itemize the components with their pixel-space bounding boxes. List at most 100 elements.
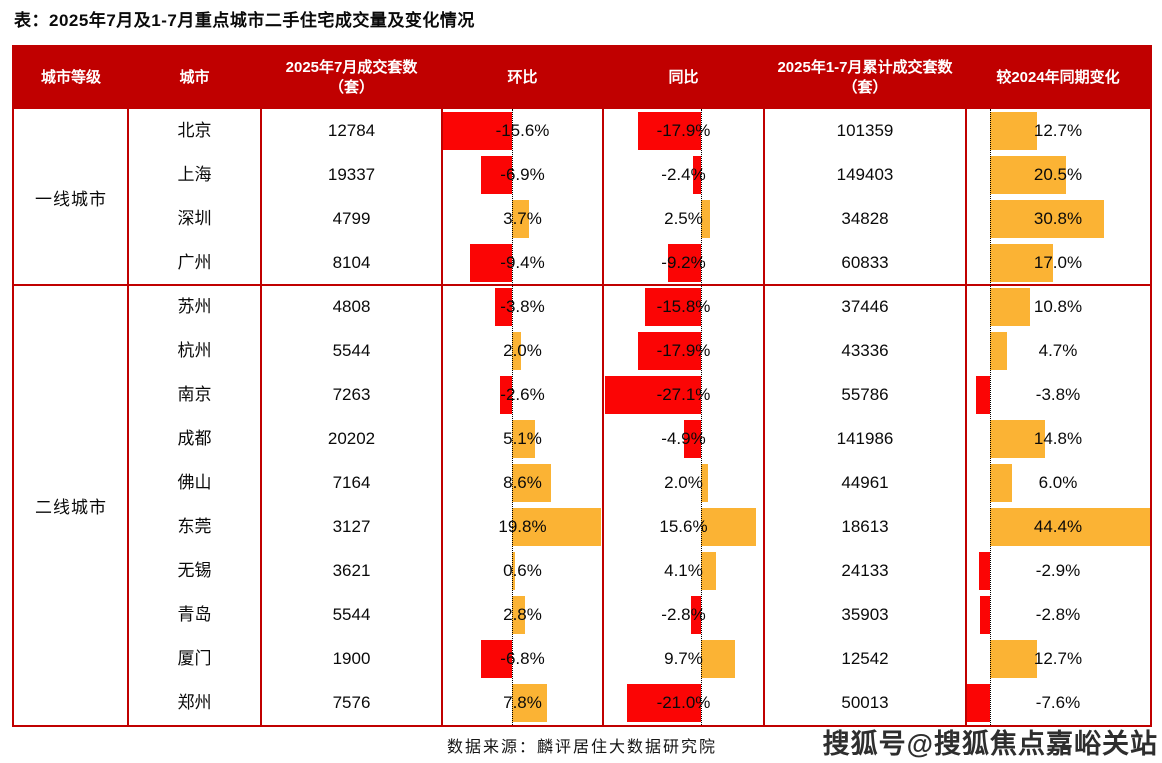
header-cumulative-change: 较2024年同期变化 xyxy=(996,68,1120,86)
city-cell: 成都 xyxy=(177,429,212,448)
july-volume-cell: 19337 xyxy=(327,165,376,184)
mom-label: 2.0% xyxy=(503,341,542,360)
cumulative-volume-cell: 24133 xyxy=(841,561,889,580)
mom-label: -6.8% xyxy=(500,649,545,668)
header-city: 城市 xyxy=(179,68,210,86)
tier-group-divider xyxy=(14,284,1150,286)
column-divider xyxy=(602,109,604,725)
city-cell: 无锡 xyxy=(177,561,212,580)
data-source-caption: 数据来源：麟评居住大数据研究院 xyxy=(446,739,717,756)
mom-label: 5.1% xyxy=(503,429,542,448)
cum-change-label: -2.8% xyxy=(1035,605,1081,624)
mom-bar xyxy=(512,596,525,634)
table-header: 城市等级 城市 2025年7月成交套数（套） 环比 同比 2025年1-7月累计… xyxy=(14,47,1150,109)
yoy-bar xyxy=(701,464,709,502)
cumulative-volume-cell: 101359 xyxy=(836,121,894,140)
cumulative-volume-cell: 141986 xyxy=(836,429,894,448)
header-mom: 环比 xyxy=(507,68,538,86)
table-body: 一线城市 二线城市 北京 12784 101359 -15.6% -17.9% 12.7% 上海… xyxy=(14,109,1150,725)
city-cell: 东莞 xyxy=(177,517,212,536)
cum-change-label: 10.8% xyxy=(1033,297,1083,316)
yoy-bar xyxy=(645,288,701,326)
cum-change-label: -3.8% xyxy=(1035,385,1081,404)
cum-change-label: 12.7% xyxy=(1033,121,1083,140)
city-cell: 青岛 xyxy=(177,605,212,624)
mom-bar xyxy=(480,156,512,194)
mom-bar xyxy=(442,112,512,150)
city-cell: 郑州 xyxy=(177,693,212,712)
header-cumulative-volume: 2025年1-7月累计成交套数（套） xyxy=(777,58,953,96)
yoy-bar xyxy=(692,156,701,194)
cum-change-bar xyxy=(990,200,1104,238)
column-divider xyxy=(260,109,262,725)
mom-bar xyxy=(512,508,602,546)
city-cell: 厦门 xyxy=(177,649,212,668)
city-cell: 北京 xyxy=(177,121,212,140)
mom-bar xyxy=(469,244,512,282)
cum-change-bar xyxy=(990,640,1037,678)
july-volume-cell: 1900 xyxy=(332,649,371,668)
july-volume-cell: 5544 xyxy=(332,605,371,624)
yoy-bar xyxy=(605,376,701,414)
city-cell: 佛山 xyxy=(177,473,212,492)
cum-change-label: 20.5% xyxy=(1033,165,1083,184)
july-volume-cell: 4799 xyxy=(332,209,371,228)
mom-label: 8.6% xyxy=(503,473,542,492)
july-volume-cell: 20202 xyxy=(327,429,376,448)
city-cell: 广州 xyxy=(177,253,212,272)
tier-cell: 二线城市 xyxy=(35,497,107,517)
mom-bar xyxy=(512,684,548,722)
yoy-bar xyxy=(701,200,710,238)
cum-change-label: 6.0% xyxy=(1038,473,1078,492)
mom-label: 19.8% xyxy=(498,517,547,536)
cum-change-bar xyxy=(990,244,1053,282)
mom-bar xyxy=(494,288,512,326)
mom-label: 2.8% xyxy=(503,605,542,624)
mom-label: 7.8% xyxy=(503,693,542,712)
yoy-label: 2.0% xyxy=(664,473,703,492)
cum-change-bar xyxy=(990,464,1013,502)
data-table: 城市等级 城市 2025年7月成交套数（套） 环比 同比 2025年1-7月累计… xyxy=(12,45,1152,727)
cum-change-label: 17.0% xyxy=(1033,253,1083,272)
city-cell: 上海 xyxy=(177,165,212,184)
july-volume-cell: 8104 xyxy=(332,253,371,272)
cum-change-bar xyxy=(990,508,1150,546)
cum-change-label: 4.7% xyxy=(1038,341,1078,360)
mom-label: -6.9% xyxy=(500,165,545,184)
cumulative-volume-cell: 37446 xyxy=(841,297,889,316)
july-volume-cell: 12784 xyxy=(327,121,376,140)
yoy-label: -15.8% xyxy=(656,297,711,316)
mom-label: -9.4% xyxy=(500,253,545,272)
cum-change-bar xyxy=(990,156,1066,194)
july-volume-cell: 4808 xyxy=(332,297,371,316)
cum-change-bar xyxy=(990,288,1030,326)
yoy-bar xyxy=(701,640,736,678)
yoy-label: -2.4% xyxy=(661,165,706,184)
cum-change-label: 30.8% xyxy=(1033,209,1083,228)
zero-axis-line xyxy=(512,109,513,725)
yoy-label: 15.6% xyxy=(659,517,708,536)
city-cell: 南京 xyxy=(177,385,212,404)
yoy-label: -4.9% xyxy=(661,429,706,448)
yoy-label: 4.1% xyxy=(664,561,703,580)
city-cell: 杭州 xyxy=(177,341,212,360)
yoy-bar xyxy=(626,684,701,722)
yoy-bar xyxy=(701,508,757,546)
yoy-bar xyxy=(683,420,701,458)
cum-change-bar xyxy=(979,552,990,590)
yoy-label: -17.9% xyxy=(656,341,711,360)
column-divider xyxy=(441,109,443,725)
cum-change-bar xyxy=(979,596,990,634)
cumulative-volume-cell: 43336 xyxy=(841,341,889,360)
zero-axis-line xyxy=(701,109,702,725)
mom-bar xyxy=(512,464,551,502)
table-title: 表：2025年7月及1-7月重点城市二手住宅成交量及变化情况 xyxy=(14,11,475,30)
yoy-label: 9.7% xyxy=(664,649,703,668)
july-volume-cell: 7263 xyxy=(332,385,371,404)
yoy-label: -21.0% xyxy=(656,693,711,712)
mom-bar xyxy=(512,200,529,238)
mom-bar xyxy=(500,376,512,414)
cumulative-volume-cell: 12542 xyxy=(841,649,889,668)
cumulative-volume-cell: 34828 xyxy=(841,209,889,228)
yoy-bar xyxy=(701,552,716,590)
